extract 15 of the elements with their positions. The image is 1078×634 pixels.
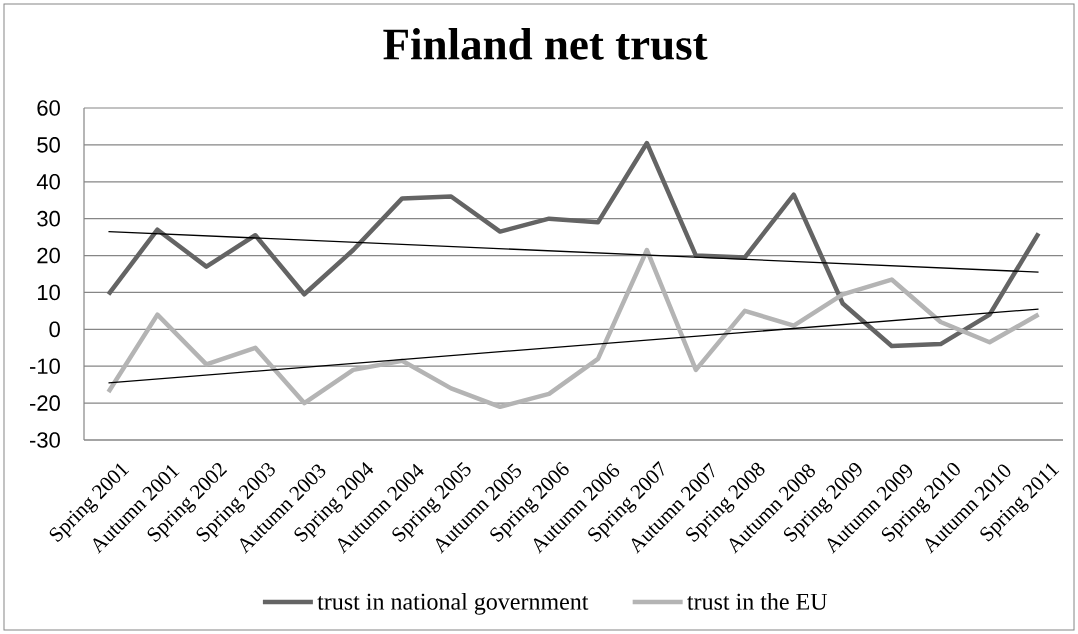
y-tick-label: -20 [29,395,60,411]
legend-label: trust in national government [317,592,589,615]
y-tick-label: 20 [37,247,60,264]
line-series [106,140,1041,349]
y-tick-label: 40 [36,173,60,190]
line-series [106,247,1041,410]
legend-label: trust in the EU [687,592,828,610]
y-tick-label: -10 [29,358,60,375]
chart-title: Finland net trust [383,28,708,60]
y-tick-label: 0 [49,321,60,338]
y-tick-label: -30 [29,432,60,448]
y-tick-label: 50 [37,137,60,153]
y-tick-label: 10 [38,284,60,301]
y-tick-label: 60 [37,100,60,116]
y-tick-label: 30 [37,210,60,227]
